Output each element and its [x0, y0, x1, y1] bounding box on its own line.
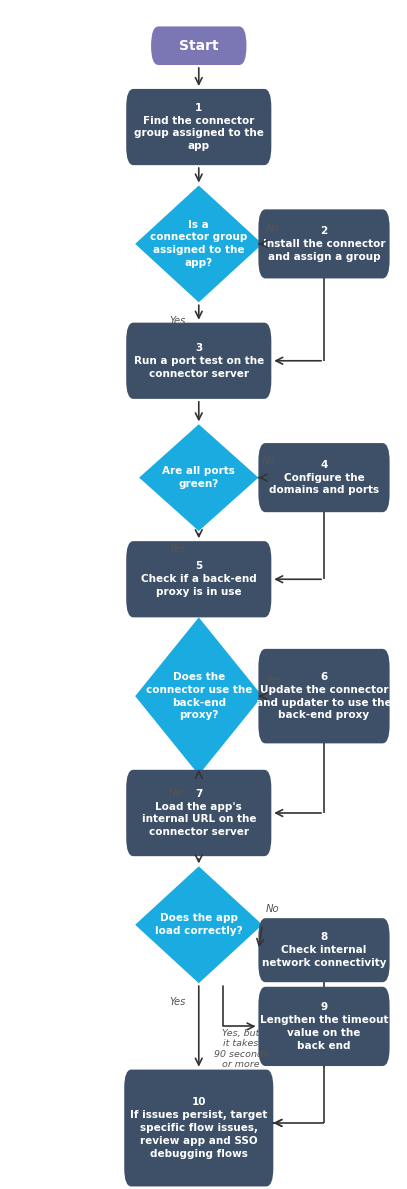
FancyBboxPatch shape	[124, 1070, 274, 1187]
Text: Yes: Yes	[169, 996, 185, 1007]
Text: Yes, but
it takes
90 seconds
or more: Yes, but it takes 90 seconds or more	[214, 1028, 267, 1069]
FancyBboxPatch shape	[126, 89, 271, 165]
Text: 7
Load the app's
internal URL on the
connector server: 7 Load the app's internal URL on the con…	[142, 788, 256, 837]
Text: No: No	[169, 788, 183, 798]
Polygon shape	[135, 867, 263, 983]
Text: 4
Configure the
domains and ports: 4 Configure the domains and ports	[269, 460, 379, 496]
Text: 10
If issues persist, target
specific flow issues,
review app and SSO
debugging : 10 If issues persist, target specific fl…	[130, 1097, 267, 1158]
FancyBboxPatch shape	[258, 987, 389, 1067]
FancyBboxPatch shape	[126, 541, 271, 617]
Text: 9
Lengthen the timeout
value on the
back end: 9 Lengthen the timeout value on the back…	[260, 1002, 388, 1051]
Text: No: No	[265, 222, 279, 233]
FancyBboxPatch shape	[258, 649, 389, 743]
Text: Is a
connector group
assigned to the
app?: Is a connector group assigned to the app…	[150, 220, 247, 268]
Text: 8
Check internal
network connectivity: 8 Check internal network connectivity	[262, 932, 386, 968]
FancyBboxPatch shape	[258, 918, 389, 982]
Text: 3
Run a port test on the
connector server: 3 Run a port test on the connector serve…	[133, 342, 264, 378]
Text: No: No	[262, 457, 275, 466]
Polygon shape	[139, 424, 258, 531]
Polygon shape	[135, 185, 263, 302]
Text: Yes: Yes	[169, 315, 185, 326]
Text: 1
Find the connector
group assigned to the
app: 1 Find the connector group assigned to t…	[134, 102, 264, 151]
FancyBboxPatch shape	[126, 769, 271, 856]
FancyBboxPatch shape	[151, 26, 247, 65]
Text: Start: Start	[179, 39, 219, 52]
Text: 2
Install the connector
and assign a group: 2 Install the connector and assign a gro…	[263, 226, 385, 262]
Text: Are all ports
green?: Are all ports green?	[162, 466, 235, 489]
Text: Does the app
load correctly?: Does the app load correctly?	[155, 913, 243, 936]
FancyBboxPatch shape	[258, 209, 389, 278]
Text: 6
Update the connector
and updater to use the
back-end proxy: 6 Update the connector and updater to us…	[256, 672, 392, 721]
FancyBboxPatch shape	[126, 322, 271, 398]
Text: Yes: Yes	[265, 675, 282, 685]
Text: Does the
connector use the
back-end
proxy?: Does the connector use the back-end prox…	[146, 672, 252, 721]
Text: 5
Check if a back-end
proxy is in use: 5 Check if a back-end proxy is in use	[141, 561, 257, 597]
Polygon shape	[135, 617, 263, 775]
Text: No: No	[265, 904, 279, 913]
FancyBboxPatch shape	[258, 443, 389, 512]
Text: Yes: Yes	[169, 545, 185, 554]
